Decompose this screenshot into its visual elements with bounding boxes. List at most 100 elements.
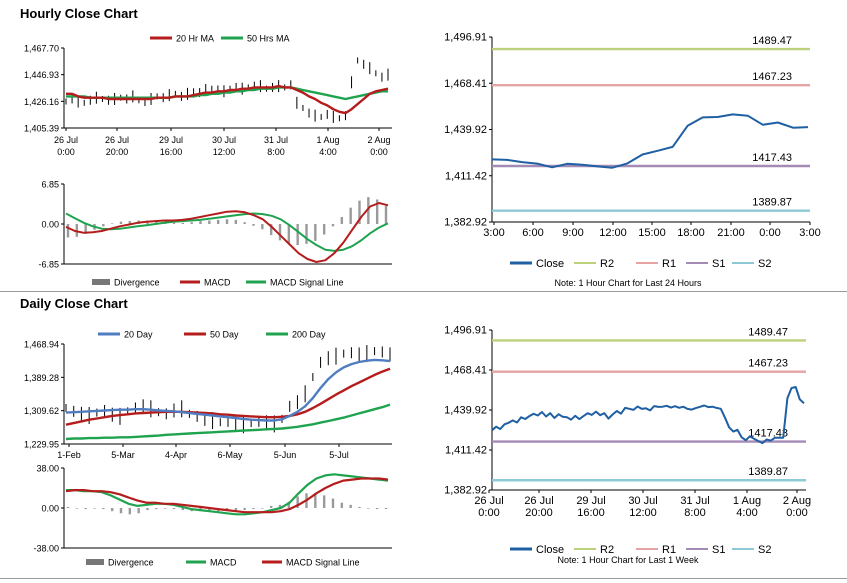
hourly-levels-level-label-s2: 1389.87: [752, 197, 792, 209]
daily-levels-x-tick-label: 29 Jul: [576, 495, 605, 507]
daily-levels-x-tick-label: 1 Aug: [733, 495, 761, 507]
hourly-macd-divergence-bar: [252, 224, 255, 226]
hourly-macd-divergence-bar: [384, 205, 388, 224]
daily-price-y-tick-label: 1,229.95: [24, 440, 59, 450]
hourly-price-x-tick-label: 0:00: [57, 147, 75, 157]
hourly-levels-y-tick-label: 1,382.92: [444, 217, 487, 229]
daily-macd-divergence-bar: [93, 508, 96, 509]
hourly-price-x-tick-label: 30 Jul: [212, 135, 236, 145]
daily-legend-ma200-label: 200 Day: [292, 330, 326, 340]
daily-macd-legend-divergence-label: Divergence: [108, 558, 154, 568]
hourly-price-y-tick-label: 1,467.70: [24, 44, 59, 54]
daily-price-y-tick-label: 1,468.94: [24, 340, 59, 350]
daily-macd-y-tick-label: 38.00: [36, 464, 59, 474]
section-divider: [0, 291, 847, 292]
hourly-levels-legend-label-s2: S2: [758, 258, 771, 270]
hourly-macd-divergence-bar: [234, 219, 238, 224]
daily-section-title: Daily Close Chart: [20, 296, 128, 311]
hourly-macd-legend-divergence-label: Divergence: [114, 278, 160, 288]
daily-legend-ma20-label: 20 Day: [124, 330, 153, 340]
daily-levels-level-label-s1: 1417.43: [748, 428, 788, 440]
daily-levels-y-tick-label: 1,468.41: [444, 365, 487, 377]
daily-macd-divergence-bar: [234, 508, 238, 512]
hourly-levels-x-tick-label: 3:00: [483, 227, 504, 239]
daily-price-y-tick-label: 1,389.28: [24, 373, 59, 383]
daily-macd-divergence-bar: [102, 508, 105, 510]
hourly-ma50-line: [66, 86, 388, 101]
daily-levels-x-tick-label: 31 Jul: [680, 495, 709, 507]
hourly-macd-divergence-bar: [172, 222, 176, 224]
daily-macd-legend-macd-label: MACD: [210, 558, 237, 568]
daily-legend-ma50-label: 50 Day: [210, 330, 239, 340]
daily-levels-y-tick-label: 1,411.42: [445, 445, 487, 457]
daily-macd-divergence-bar: [314, 493, 317, 508]
hourly-macd-legend-signal-label: MACD Signal Line: [270, 278, 344, 288]
hourly-price-y-tick-label: 1,446.93: [24, 70, 59, 80]
daily-macd-legend-signal-label: MACD Signal Line: [286, 558, 360, 568]
daily-macd-divergence-bar: [358, 506, 361, 508]
hourly-levels-x-tick-label: 12:00: [599, 227, 627, 239]
daily-levels-level-label-s2: 1389.87: [748, 466, 788, 478]
daily-macd-divergence-bar: [75, 508, 79, 509]
daily-macd-divergence-bar: [172, 508, 176, 510]
daily-levels-level-label-r1: 1467.23: [748, 358, 788, 370]
hourly-macd-divergence-bar: [243, 222, 246, 224]
hourly-levels-x-tick-label: 15:00: [638, 227, 666, 239]
hourly-section-title: Hourly Close Chart: [20, 6, 138, 21]
hourly-macd-divergence-bar: [287, 224, 291, 244]
hourly-levels-x-tick-label: 6:00: [522, 227, 543, 239]
daily-macd-divergence-bar: [269, 505, 273, 508]
hourly-macd-divergence-bar: [128, 221, 132, 224]
daily-macd-divergence-bar: [208, 508, 211, 512]
daily-ma50-line: [65, 367, 391, 426]
hourly-macd-line: [65, 202, 389, 263]
hourly-levels-note: Note: 1 Hour Chart for Last 24 Hours: [554, 278, 702, 288]
hourly-levels-x-tick-label: 21:00: [717, 227, 745, 239]
hourly-levels-legend-label-s1: S1: [712, 258, 725, 270]
daily-macd-divergence-bar: [163, 508, 167, 509]
hourly-macd-divergence-bar: [331, 224, 335, 227]
hourly-macd-divergence-bar: [208, 220, 211, 224]
daily-macd-divergence-bar: [155, 508, 158, 510]
hourly-levels-level-label-r2: 1489.47: [752, 35, 792, 47]
daily-levels-y-tick-label: 1,496.91: [444, 325, 487, 337]
hourly-levels-level-label-s1: 1417.43: [752, 152, 792, 164]
daily-levels-x-tick-label: 2 Aug: [783, 495, 811, 507]
hourly-macd-divergence-bar: [199, 221, 202, 224]
daily-price-y-tick-label: 1,309.62: [24, 406, 59, 416]
daily-macd-divergence-bar: [252, 508, 255, 510]
daily-macd-divergence-bar: [181, 508, 185, 511]
daily-levels-x-tick-label: 0:00: [786, 507, 807, 519]
hourly-levels-y-tick-label: 1,411.42: [445, 170, 487, 182]
bottom-divider: [0, 578, 847, 579]
hourly-levels-x-tick-label: 18:00: [677, 227, 705, 239]
daily-price-x-tick-label: 4-Apr: [165, 450, 187, 460]
daily-levels-note: Note: 1 Hour Chart for Last 1 Week: [558, 555, 699, 565]
daily-price-x-tick-label: 5-Jul: [329, 450, 349, 460]
daily-levels-level-label-r2: 1489.47: [748, 326, 788, 338]
daily-macd-line: [66, 473, 389, 516]
hourly-macd-divergence-bar: [269, 224, 273, 236]
daily-macd-divergence-bar: [84, 508, 87, 510]
hourly-levels-x-tick-label: 0:00: [759, 227, 780, 239]
daily-levels-y-tick-label: 1,382.92: [444, 485, 487, 497]
hourly-macd-divergence-bar: [375, 199, 379, 224]
hourly-macd-divergence-bar: [261, 224, 264, 230]
daily-macd-divergence-bar: [110, 508, 114, 512]
hourly-price-x-tick-label: 0:00: [370, 147, 388, 157]
hourly-macd-y-tick-label: -6.85: [38, 260, 59, 270]
daily-levels-legend-label-s1: S1: [712, 544, 725, 556]
daily-macd-y-tick-label: 0.00: [41, 504, 59, 514]
daily-levels-x-tick-label: 26 Jul: [474, 495, 503, 507]
hourly-levels-y-tick-label: 1,439.92: [444, 124, 487, 136]
daily-macd-divergence-bar: [146, 508, 149, 511]
hourly-price-x-tick-label: 26 Jul: [54, 135, 78, 145]
daily-levels-x-tick-label: 8:00: [684, 507, 705, 519]
daily-levels-legend-label-r2: R2: [600, 544, 614, 556]
hourly-macd-y-tick-label: 0.00: [41, 220, 59, 230]
hourly-price-x-tick-label: 8:00: [267, 147, 285, 157]
daily-macd-legend-divergence-swatch: [86, 559, 104, 565]
hourly-macd-divergence-bar: [102, 224, 105, 227]
hourly-price-y-tick-label: 1,405.39: [24, 124, 59, 134]
daily-macd-divergence-bar: [349, 504, 352, 508]
